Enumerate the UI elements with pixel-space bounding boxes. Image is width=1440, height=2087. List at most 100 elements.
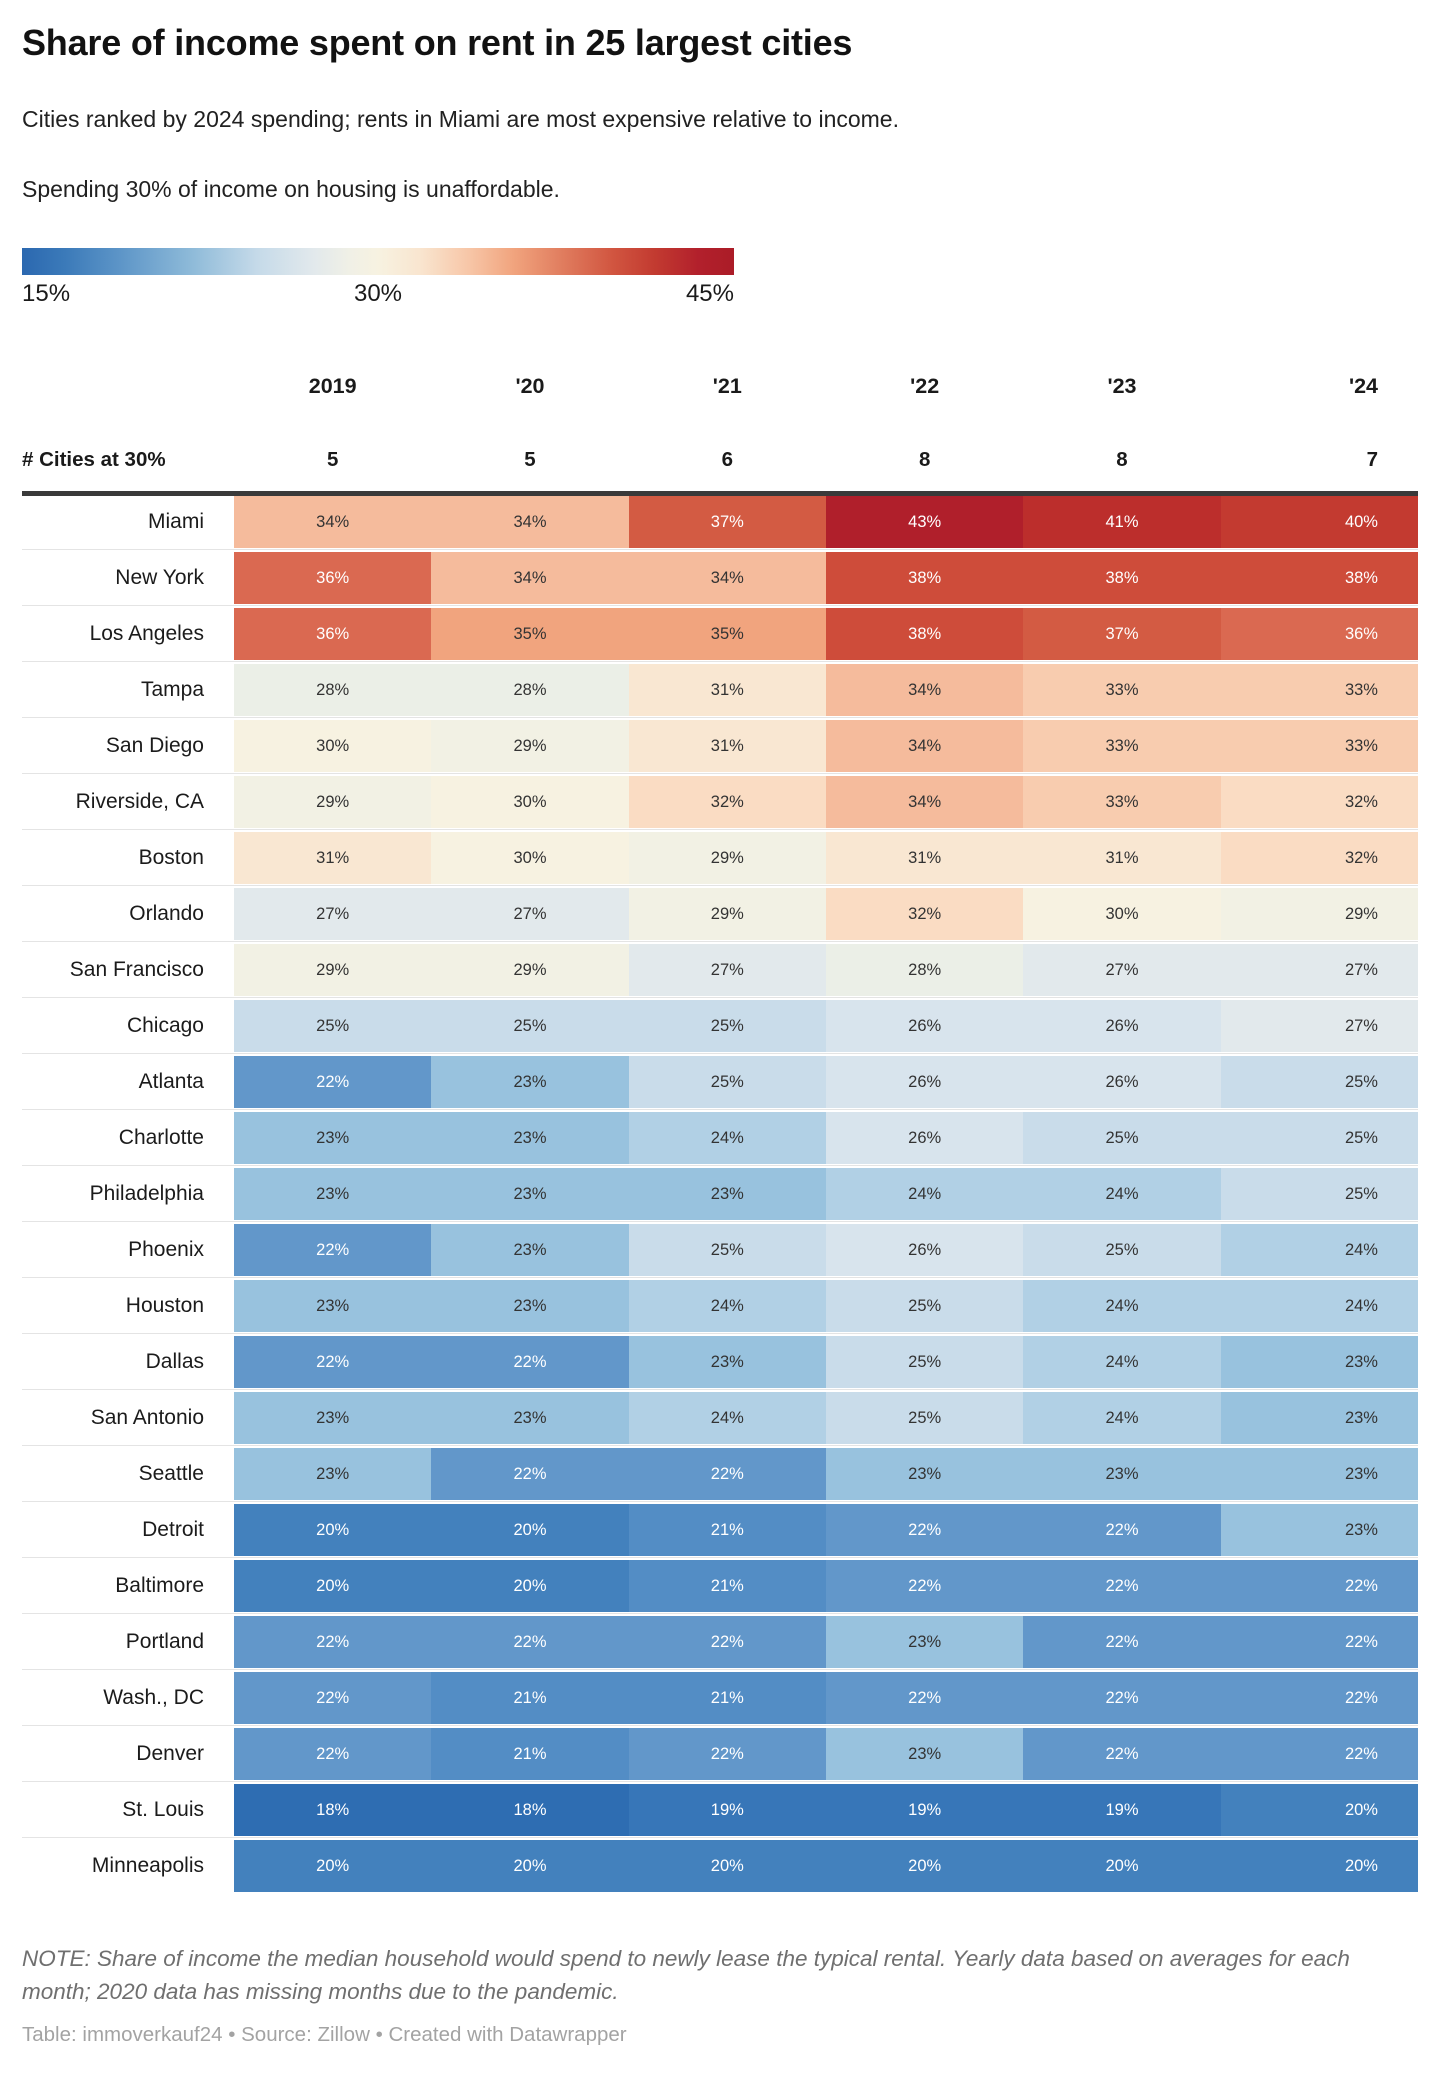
- heatmap-cell: 22%: [431, 1448, 629, 1500]
- row-separator: [22, 604, 1418, 608]
- city-label: Seattle: [22, 1448, 234, 1500]
- table-row: St. Louis 18% 18% 19% 19% 19% 20%: [22, 1784, 1418, 1836]
- heatmap-cell: 19%: [825, 1784, 1024, 1836]
- heatmap-cell: 40%: [1220, 496, 1418, 548]
- heatmap-cell: 33%: [1023, 720, 1221, 772]
- legend-tick-min: 15%: [22, 280, 71, 307]
- heatmap-cell: 24%: [825, 1168, 1024, 1220]
- heatmap-cell: 34%: [825, 664, 1024, 716]
- heatmap-cell: 22%: [1220, 1672, 1418, 1724]
- heatmap-rows: Miami 34% 34% 37% 43% 41% 40% New York 36% 34% 34%…: [22, 496, 1418, 1892]
- heatmap-cell: 29%: [628, 888, 826, 940]
- datawrapper-link[interactable]: Created with Datawrapper: [388, 2023, 627, 2046]
- cities-at-30-count: 5: [524, 448, 536, 471]
- heatmap-cell: 20%: [1220, 1784, 1418, 1836]
- heatmap-cell: 24%: [628, 1392, 826, 1444]
- heatmap-cell: 19%: [1023, 1784, 1221, 1836]
- city-label: San Diego: [22, 720, 234, 772]
- city-label: Minneapolis: [22, 1840, 234, 1892]
- source-link[interactable]: Zillow: [317, 2023, 370, 2046]
- row-separator: [22, 1332, 1418, 1336]
- chart-title: Share of income spent on rent in 25 larg…: [22, 22, 853, 63]
- table-row: Miami 34% 34% 37% 43% 41% 40%: [22, 496, 1418, 548]
- heatmap-cell: 23%: [825, 1448, 1024, 1500]
- city-label: Detroit: [22, 1504, 234, 1556]
- heatmap-cell: 26%: [1023, 1000, 1221, 1052]
- city-label: Charlotte: [22, 1112, 234, 1164]
- heatmap-cell: 25%: [628, 1000, 826, 1052]
- heatmap-cell: 22%: [1220, 1616, 1418, 1668]
- heatmap-cell: 24%: [1220, 1224, 1418, 1276]
- heatmap-cell: 20%: [1220, 1840, 1418, 1892]
- heatmap-cell: 20%: [628, 1840, 826, 1892]
- city-label: Philadelphia: [22, 1168, 234, 1220]
- heatmap-cell: 20%: [431, 1504, 629, 1556]
- heatmap-cell: 30%: [431, 832, 629, 884]
- heatmap-cell: 23%: [628, 1336, 826, 1388]
- heatmap-cell: 24%: [1023, 1336, 1221, 1388]
- table-row: Los Angeles 36% 35% 35% 38% 37% 36%: [22, 608, 1418, 660]
- attribution-source-label: Source:: [241, 2023, 318, 2046]
- table-row: Detroit 20% 20% 21% 22% 22% 23%: [22, 1504, 1418, 1556]
- table-top-rule: [22, 491, 1418, 496]
- heatmap-cell: 33%: [1023, 776, 1221, 828]
- heatmap-cell: 22%: [234, 1672, 432, 1724]
- heatmap-cell: 31%: [234, 832, 432, 884]
- year-header-spacer: [22, 372, 234, 400]
- heatmap-cell: 28%: [234, 664, 432, 716]
- heatmap-cell: 25%: [1220, 1168, 1418, 1220]
- heatmap-cell: 22%: [234, 1616, 432, 1668]
- color-legend-gradient-bar: [22, 248, 734, 275]
- heatmap-cell: 27%: [431, 888, 629, 940]
- table-row: Minneapolis 20% 20% 20% 20% 20% 20%: [22, 1840, 1418, 1892]
- heatmap-cell: 26%: [1023, 1056, 1221, 1108]
- heatmap-cell: 29%: [234, 944, 432, 996]
- heatmap-cell: 27%: [1220, 944, 1418, 996]
- heatmap-cell: 21%: [431, 1672, 629, 1724]
- color-legend-labels: 15% 30% 45%: [22, 280, 734, 310]
- heatmap-cell: 33%: [1220, 720, 1418, 772]
- heatmap-cell: 24%: [628, 1112, 826, 1164]
- city-label: San Antonio: [22, 1392, 234, 1444]
- city-label: Los Angeles: [22, 608, 234, 660]
- row-separator: [22, 1612, 1418, 1616]
- heatmap-cell: 22%: [1023, 1728, 1221, 1780]
- heatmap-cell: 27%: [628, 944, 826, 996]
- heatmap-cell: 18%: [234, 1784, 432, 1836]
- city-label: Denver: [22, 1728, 234, 1780]
- heatmap-cell: 25%: [1023, 1224, 1221, 1276]
- table-source-link[interactable]: immoverkauf24: [82, 2023, 223, 2046]
- row-separator: [22, 1724, 1418, 1728]
- heatmap-cell: 22%: [1023, 1504, 1221, 1556]
- table-row: Chicago 25% 25% 25% 26% 26% 27%: [22, 1000, 1418, 1052]
- heatmap-cell: 35%: [628, 608, 826, 660]
- heatmap-cell: 38%: [1220, 552, 1418, 604]
- heatmap-cell: 26%: [825, 1112, 1024, 1164]
- year-header-row: 2019 '20 '21 '22 '23 '24: [22, 372, 1418, 400]
- heatmap-cell: 43%: [825, 496, 1024, 548]
- heatmap-cell: 23%: [431, 1112, 629, 1164]
- heatmap-cell: 34%: [431, 552, 629, 604]
- heatmap-cell: 22%: [825, 1504, 1024, 1556]
- heatmap-cell: 29%: [628, 832, 826, 884]
- heatmap-cell: 27%: [234, 888, 432, 940]
- year-header-label: '21: [712, 374, 742, 398]
- heatmap-cell: 20%: [234, 1504, 432, 1556]
- city-label: Miami: [22, 496, 234, 548]
- heatmap-cell: 23%: [234, 1448, 432, 1500]
- cities-at-30-count: 8: [1116, 448, 1128, 471]
- heatmap-cell: 25%: [628, 1056, 826, 1108]
- heatmap-cell: 31%: [628, 720, 826, 772]
- heatmap-cell: 24%: [1023, 1168, 1221, 1220]
- attribution-table-label: Table:: [22, 2023, 83, 2046]
- heatmap-cell: 23%: [1220, 1448, 1418, 1500]
- heatmap-cell: 22%: [1220, 1728, 1418, 1780]
- heatmap-cell: 23%: [1023, 1448, 1221, 1500]
- table-row: San Diego 30% 29% 31% 34% 33% 33%: [22, 720, 1418, 772]
- city-label: Riverside, CA: [22, 776, 234, 828]
- heatmap-cell: 23%: [431, 1280, 629, 1332]
- heatmap-cell: 30%: [234, 720, 432, 772]
- heatmap-cell: 22%: [628, 1616, 826, 1668]
- heatmap-cell: 21%: [628, 1672, 826, 1724]
- heatmap-cell: 25%: [825, 1280, 1024, 1332]
